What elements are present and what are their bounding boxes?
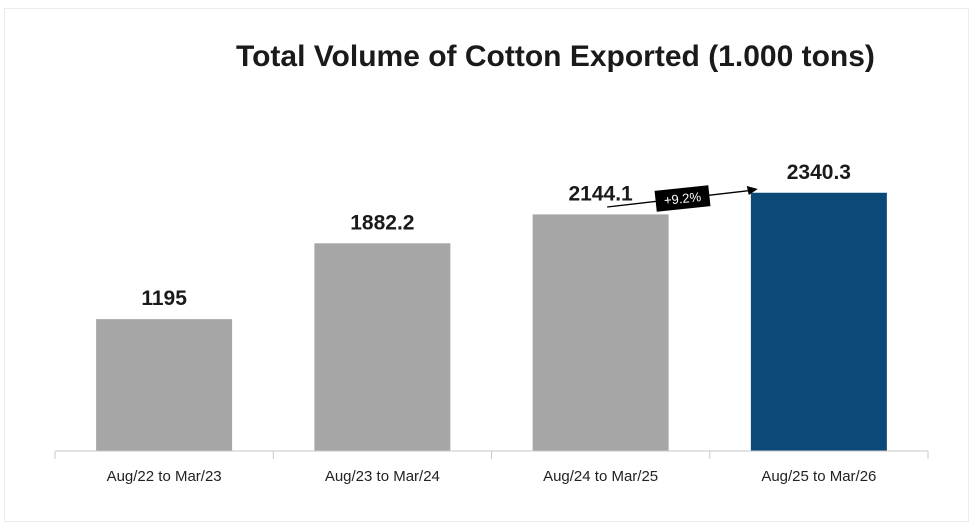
growth-arrow-head: [746, 186, 758, 195]
growth-badge-label: +9.2%: [663, 189, 702, 208]
value-labels-layer: 1195 1882.2 2144.1 2340.3: [141, 161, 851, 310]
bar-aug-23-to-mar-24: [314, 243, 451, 451]
growth-badge-bg: [654, 185, 711, 212]
value-label-aug-25-to-mar-26: 2340.3: [787, 161, 851, 184]
growth-badge: +9.2%: [654, 185, 711, 212]
x-label-aug-25-to-mar-26: Aug/25 to Mar/26: [761, 468, 876, 485]
chart-title: Total Volume of Cotton Exported (1.000 t…: [236, 40, 875, 73]
bars-layer: [96, 192, 887, 451]
bar-aug-24-to-mar-25: [532, 214, 669, 451]
value-label-aug-22-to-mar-23: 1195: [141, 287, 187, 310]
growth-annotation: +9.2%: [607, 185, 758, 212]
x-axis-labels: Aug/22 to Mar/23 Aug/23 to Mar/24 Aug/24 t…: [107, 468, 877, 485]
bar-aug-22-to-mar-23: [96, 319, 233, 451]
x-label-aug-24-to-mar-25: Aug/24 to Mar/25: [543, 468, 658, 485]
value-label-aug-24-to-mar-25: 2144.1: [569, 182, 634, 205]
x-axis-ticks: [54, 451, 929, 459]
x-label-aug-22-to-mar-23: Aug/22 to Mar/23: [107, 468, 222, 485]
x-label-aug-23-to-mar-24: Aug/23 to Mar/24: [325, 468, 440, 485]
bar-aug-25-to-mar-26: [750, 192, 887, 451]
value-label-aug-23-to-mar-24: 1882.2: [350, 211, 414, 234]
